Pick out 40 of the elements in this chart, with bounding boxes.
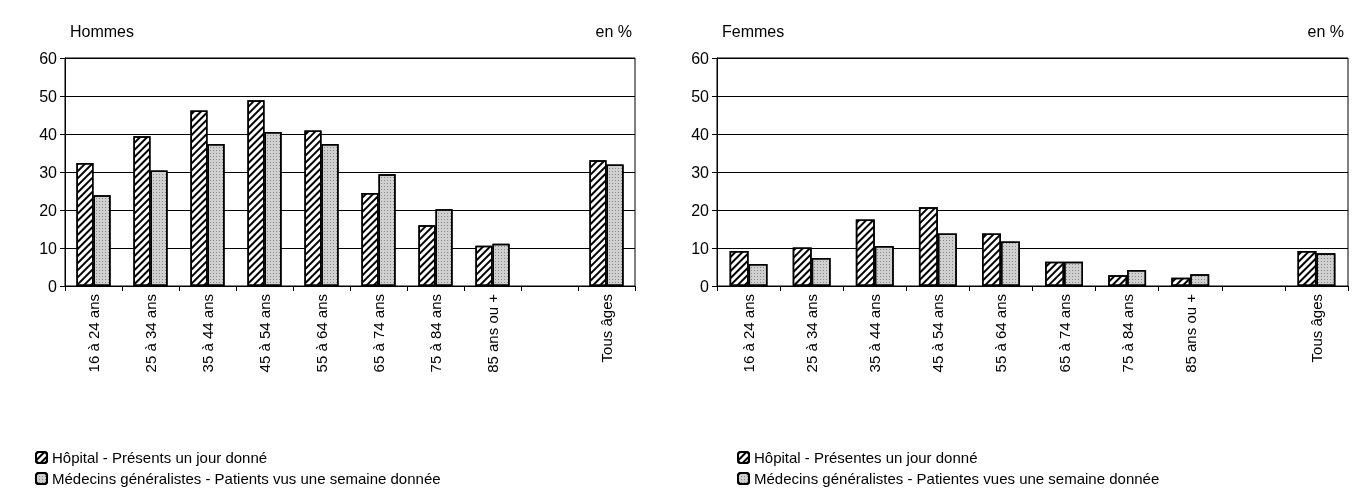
x-tick-label: 75 à 84 ans [427, 294, 444, 373]
x-tick-label: 25 à 34 ans [803, 294, 821, 373]
y-tick-label: 0 [700, 277, 710, 295]
x-tick-label: 35 à 44 ans [866, 294, 884, 373]
y-tick-label: 40 [691, 125, 710, 143]
y-tick-label: 60 [39, 49, 58, 67]
x-tick-label: 25 à 34 ans [142, 294, 159, 373]
legend-label: Médecins généralistes - Patientes vues une semaine donnée [754, 470, 1160, 487]
y-tick-label: 10 [39, 239, 58, 257]
x-tick-label: 45 à 54 ans [256, 294, 273, 373]
y-tick-label: 60 [691, 49, 710, 67]
legend-label: Médecins généralistes - Patients vus une semaine donnée [52, 470, 441, 487]
y-tick-label: 0 [48, 277, 58, 295]
x-tick-label: 55 à 64 ans [313, 294, 330, 373]
y-tick-label: 30 [691, 163, 710, 181]
y-tick-label: 50 [39, 87, 58, 105]
x-tick-label: 85 ans ou + [484, 293, 501, 373]
legend-label: Hôpital - Présents un jour donné [52, 449, 268, 466]
legend-label: Hôpital - Présentes un jour donné [754, 449, 978, 466]
x-tick-label: 65 à 74 ans [370, 294, 387, 373]
x-tick-label: 85 ans ou + [1181, 293, 1199, 373]
x-tick-label: 16 à 24 ans [85, 294, 102, 373]
y-axis-title: en % [595, 22, 632, 40]
y-tick-label: 20 [691, 201, 710, 219]
y-tick-label: 10 [691, 239, 710, 257]
x-tick-label: Tous âges [1307, 294, 1325, 363]
y-axis-title: en % [1307, 22, 1344, 40]
y-tick-label: 50 [691, 87, 710, 105]
x-tick-label: 45 à 54 ans [929, 294, 947, 373]
chart-title: Femmes [722, 22, 785, 40]
x-tick-label: 35 à 44 ans [199, 294, 216, 373]
x-tick-label: 75 à 84 ans [1118, 294, 1136, 373]
y-tick-label: 30 [39, 163, 58, 181]
x-tick-label: 65 à 74 ans [1055, 294, 1073, 373]
y-tick-label: 40 [39, 125, 58, 143]
x-tick-label: Tous âges [598, 294, 615, 363]
y-tick-label: 20 [39, 201, 58, 219]
x-tick-label: 16 à 24 ans [740, 294, 758, 373]
chart-title: Hommes [70, 22, 135, 40]
x-tick-label: 55 à 64 ans [992, 294, 1010, 373]
